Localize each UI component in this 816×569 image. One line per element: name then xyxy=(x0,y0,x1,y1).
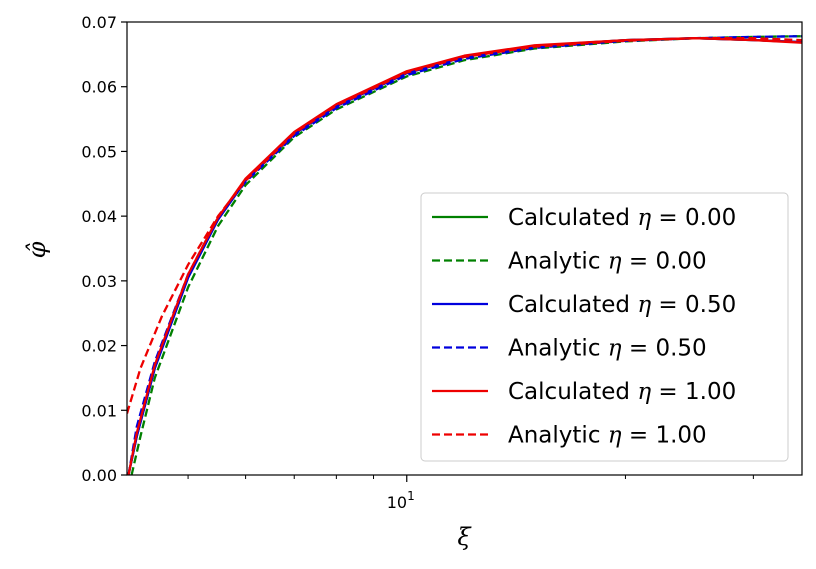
y-tick-label: 0.00 xyxy=(81,466,117,485)
legend-prefix: Analytic xyxy=(508,336,608,362)
y-tick-label: 0.07 xyxy=(81,13,117,32)
y-tick-label: 0.02 xyxy=(81,337,117,356)
legend-symbol: η xyxy=(637,205,651,231)
legend-value: = 1.00 xyxy=(622,423,707,449)
legend-value: = 0.50 xyxy=(622,336,707,362)
legend-value: = 0.50 xyxy=(651,292,736,318)
legend-box xyxy=(420,192,789,462)
legend-label-6: Analytic η = 1.00 xyxy=(508,423,707,449)
y-tick-label: 0.04 xyxy=(81,207,117,226)
legend-prefix: Calculated xyxy=(508,205,637,231)
x-tick-base: 10 xyxy=(387,493,407,512)
legend-label-1: Calculated η = 0.00 xyxy=(508,205,736,231)
x-tick-exponent: 1 xyxy=(407,489,415,503)
legend-prefix: Calculated xyxy=(508,292,637,318)
legend-symbol: η xyxy=(608,423,622,449)
legend-label-2: Analytic η = 0.00 xyxy=(508,249,707,275)
legend-symbol: η xyxy=(608,249,622,275)
legend-label-4: Analytic η = 0.50 xyxy=(508,336,707,362)
legend-prefix: Analytic xyxy=(508,423,608,449)
legend-label-3: Calculated η = 0.50 xyxy=(508,292,736,318)
y-tick-label: 0.05 xyxy=(81,142,117,161)
legend-symbol: η xyxy=(608,336,622,362)
y-axis-label: φ̂ xyxy=(23,241,51,258)
legend-symbol: η xyxy=(637,379,651,405)
legend-symbol: η xyxy=(637,292,651,318)
legend-prefix: Analytic xyxy=(508,249,608,275)
x-axis: 101 xyxy=(187,475,754,512)
plot-frame xyxy=(126,21,803,476)
x-axis-label: ξ xyxy=(457,523,472,551)
x-tick-label: 101 xyxy=(387,489,415,512)
legend-value: = 0.00 xyxy=(651,205,736,231)
legend-value: = 0.00 xyxy=(622,249,707,275)
y-tick-label: 0.03 xyxy=(81,272,117,291)
legend-value: = 1.00 xyxy=(651,379,736,405)
series-line-6 xyxy=(127,37,802,414)
y-tick-label: 0.01 xyxy=(81,401,117,420)
y-tick-label: 0.06 xyxy=(81,78,117,97)
legend-prefix: Calculated xyxy=(508,379,637,405)
legend-label-5: Calculated η = 1.00 xyxy=(508,379,736,405)
y-axis: 0.00 0.01 0.02 0.03 0.04 0.05 0.06 0.07 xyxy=(81,13,127,485)
plot-lines xyxy=(127,35,802,475)
